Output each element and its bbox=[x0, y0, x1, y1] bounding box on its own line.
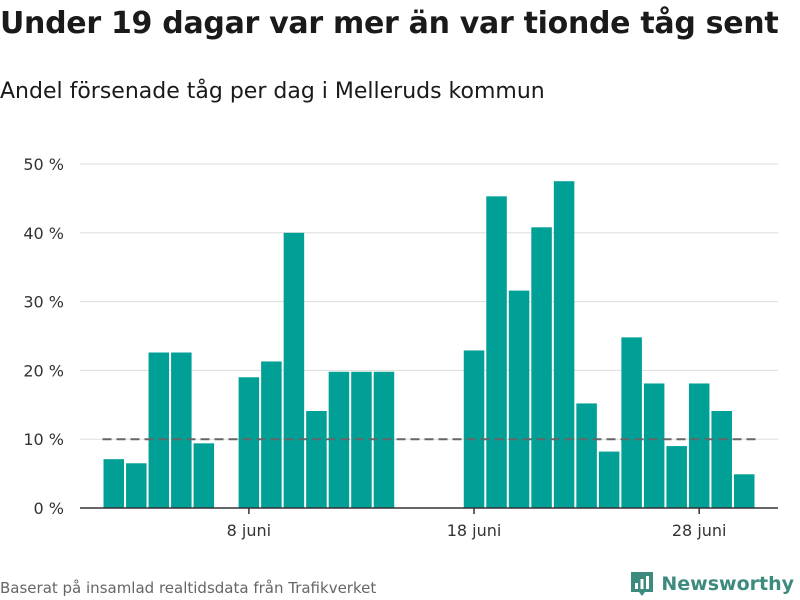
bar bbox=[688, 383, 710, 508]
bar bbox=[666, 446, 687, 508]
brand-logo: Newsworthy bbox=[629, 570, 794, 598]
bar bbox=[486, 196, 507, 508]
y-tick-label: 10 % bbox=[23, 430, 64, 449]
bar bbox=[171, 352, 192, 508]
y-tick-label: 50 % bbox=[23, 155, 64, 174]
bar bbox=[711, 410, 732, 508]
bar bbox=[306, 410, 327, 508]
chart-subtitle: Andel försenade tåg per dag i Melleruds … bbox=[0, 79, 545, 104]
y-tick-label: 40 % bbox=[23, 224, 64, 243]
x-tick-label: 18 juni bbox=[447, 521, 502, 540]
bar bbox=[238, 377, 260, 508]
chart-title: Under 19 dagar var mer än var tionde tåg… bbox=[0, 6, 779, 41]
bar bbox=[193, 443, 215, 508]
bar bbox=[261, 361, 282, 508]
bars bbox=[103, 181, 755, 509]
axes: 0 % 10 % 20 % 30 % 40 % 50 % 8 juni 18 juni 28 j… bbox=[23, 155, 778, 540]
brand-name: Newsworthy bbox=[661, 573, 794, 595]
y-tick-label: 20 % bbox=[23, 361, 64, 380]
bar bbox=[733, 474, 755, 508]
bar bbox=[598, 451, 620, 508]
bar bbox=[463, 350, 485, 508]
bar bbox=[148, 352, 170, 508]
bar bbox=[553, 181, 575, 508]
source-note: Baserat på insamlad realtidsdata från Tr… bbox=[0, 579, 377, 597]
x-tick-label: 28 juni bbox=[672, 521, 727, 540]
bar bbox=[126, 463, 147, 508]
y-tick-label: 0 % bbox=[34, 499, 64, 518]
newsworthy-logo-icon bbox=[631, 572, 654, 596]
bar bbox=[643, 383, 665, 508]
bar bbox=[531, 227, 552, 508]
y-tick-label: 30 % bbox=[23, 293, 64, 312]
bar bbox=[576, 403, 597, 508]
bar bbox=[621, 337, 642, 508]
bar bbox=[103, 459, 125, 508]
x-tick-label: 8 juni bbox=[227, 521, 271, 540]
bar bbox=[508, 290, 530, 508]
bar bbox=[283, 232, 305, 509]
bar bbox=[328, 371, 350, 508]
